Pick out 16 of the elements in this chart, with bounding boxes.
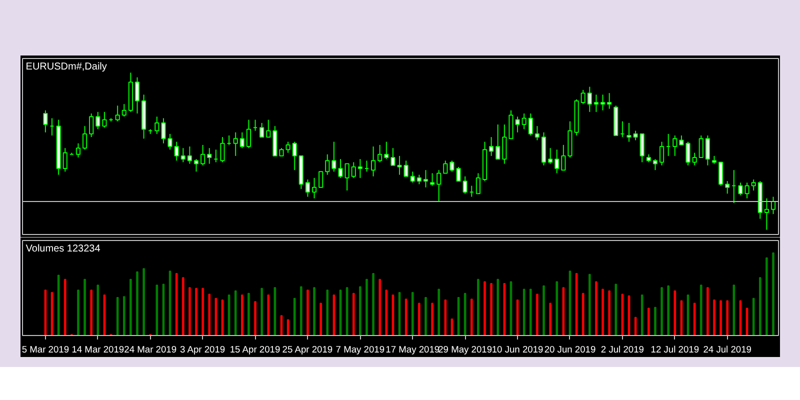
x-tick-label: 7 May 2019 (336, 344, 385, 354)
x-tick-label: 17 May 2019 (386, 344, 440, 354)
x-tick-label: 15 Apr 2019 (230, 344, 280, 354)
chart-title: Volumes 123234 (26, 244, 101, 254)
x-tick-label: 24 Jul 2019 (703, 344, 752, 354)
chart-title: EURUSDm#,Daily (26, 62, 107, 72)
x-tick-label: 2 Jul 2019 (600, 344, 644, 354)
x-tick-label: 14 Mar 2019 (72, 344, 124, 354)
x-tick-label: 25 Apr 2019 (282, 344, 333, 354)
x-tick-label: 12 Jul 2019 (650, 344, 700, 354)
x-tick-label: 20 Jun 2019 (544, 344, 596, 354)
x-tick-label: 10 Jun 2019 (492, 344, 544, 354)
x-tick-label: 3 Apr 2019 (180, 344, 226, 354)
x-tick-label: 29 May 2019 (438, 344, 492, 354)
x-tick-label: 24 Mar 2019 (124, 344, 177, 354)
x-tick-label: 5 Mar 2019 (22, 344, 70, 354)
